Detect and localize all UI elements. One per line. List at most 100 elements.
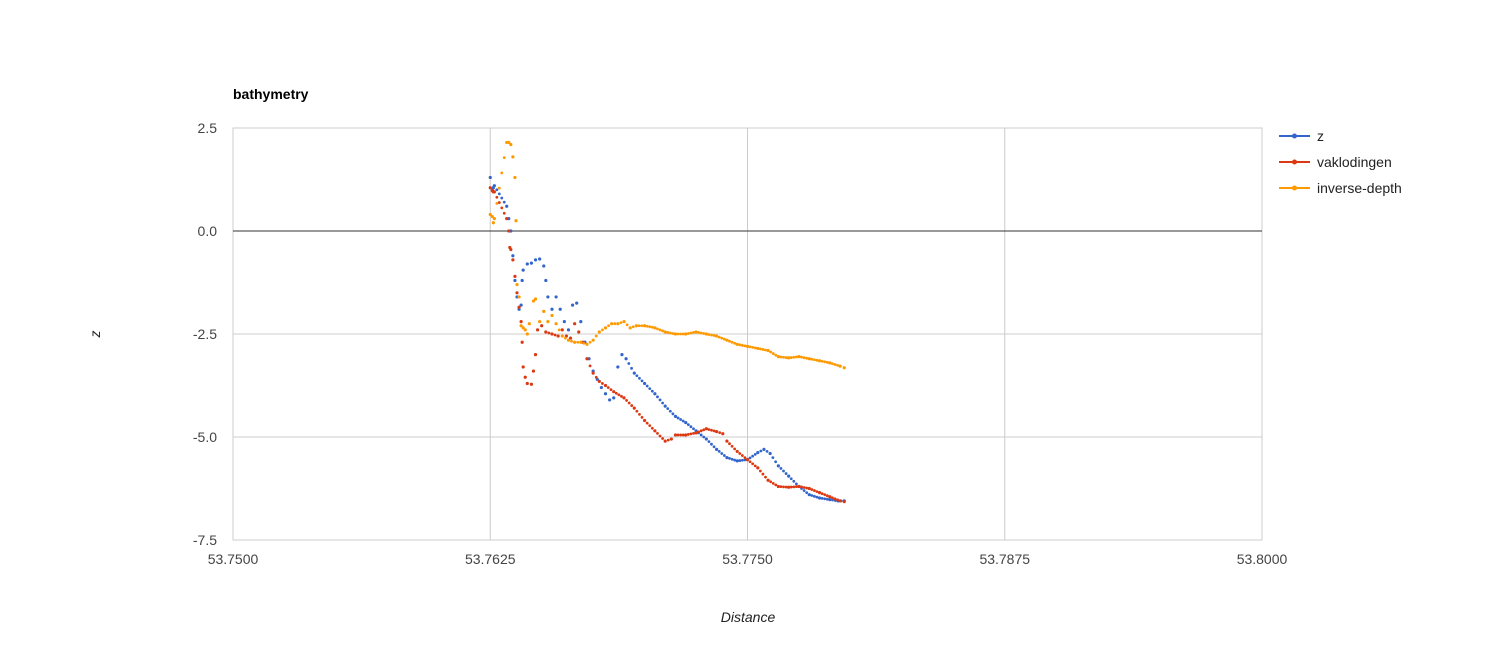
data-point <box>812 358 816 362</box>
data-point <box>828 361 832 365</box>
data-point <box>614 391 618 395</box>
data-point <box>748 460 752 464</box>
data-point <box>616 365 620 369</box>
data-point <box>668 409 672 413</box>
data-point <box>519 324 523 328</box>
data-point <box>702 435 706 439</box>
data-point <box>738 343 742 347</box>
data-point <box>728 339 731 343</box>
data-point <box>797 484 801 489</box>
data-point <box>635 409 639 413</box>
data-point <box>601 382 604 385</box>
data-point <box>566 328 571 332</box>
data-point <box>802 489 806 492</box>
data-point <box>573 322 577 326</box>
data-point <box>560 328 564 332</box>
data-point <box>807 486 811 491</box>
data-point <box>699 429 703 433</box>
legend[interactable]: z vaklodingen inverse-depth <box>1279 128 1402 196</box>
data-point <box>520 278 524 283</box>
data-point <box>656 395 659 399</box>
data-point <box>513 274 517 278</box>
data-point <box>676 433 680 437</box>
data-point <box>521 365 525 369</box>
data-point <box>507 229 511 233</box>
data-point <box>774 483 778 487</box>
data-point <box>624 357 628 361</box>
data-point <box>579 320 583 324</box>
y-axis-title: z <box>87 331 103 339</box>
data-point <box>838 364 842 368</box>
data-point <box>558 307 562 311</box>
data-point <box>789 356 793 359</box>
x-tick-label: 53.7625 <box>465 551 516 567</box>
data-point <box>794 355 798 359</box>
data-point <box>645 324 649 328</box>
data-point <box>640 324 644 328</box>
data-point <box>625 399 628 402</box>
data-point <box>743 458 747 462</box>
data-point <box>766 478 770 482</box>
data-point <box>525 262 529 266</box>
legend-item-vaklodingen[interactable]: vaklodingen <box>1279 154 1392 170</box>
data-point <box>570 303 575 307</box>
data-point <box>751 345 755 349</box>
data-point <box>509 247 513 252</box>
data-point <box>648 424 652 428</box>
data-point <box>638 412 641 416</box>
data-point <box>728 457 731 460</box>
data-point <box>679 332 683 336</box>
data-point <box>495 188 499 192</box>
data-point <box>616 322 620 326</box>
data-point <box>658 434 662 438</box>
data-point <box>764 348 767 352</box>
x-tick-label: 53.7500 <box>208 551 259 567</box>
data-point <box>817 359 822 363</box>
data-point <box>594 334 598 338</box>
data-point <box>591 338 595 342</box>
data-point <box>820 496 824 500</box>
data-point <box>776 464 780 468</box>
data-point <box>815 490 819 493</box>
data-point <box>643 418 647 423</box>
data-point <box>728 442 731 446</box>
data-point <box>544 278 548 283</box>
data-point <box>784 485 788 489</box>
data-point <box>782 355 785 359</box>
legend-item-inverse-depth[interactable]: inverse-depth <box>1279 180 1402 196</box>
data-point <box>630 366 633 370</box>
data-point <box>789 485 793 489</box>
data-point <box>547 331 551 335</box>
data-point <box>502 211 506 215</box>
data-point <box>656 327 659 331</box>
data-point <box>546 320 550 324</box>
series-z <box>488 175 846 503</box>
data-point <box>669 437 673 441</box>
data-point <box>609 388 613 392</box>
data-point <box>707 428 711 431</box>
data-point <box>640 379 644 383</box>
data-point <box>733 458 737 462</box>
data-point <box>531 369 536 373</box>
data-point <box>800 355 803 359</box>
data-point <box>514 219 518 223</box>
data-point <box>712 429 716 433</box>
legend-marker <box>1292 133 1297 139</box>
data-point <box>681 433 685 437</box>
data-point <box>740 458 744 462</box>
data-point <box>725 439 729 443</box>
data-point <box>650 426 654 430</box>
data-point <box>527 322 531 326</box>
data-point <box>570 339 573 343</box>
data-point <box>782 469 785 473</box>
y-tick-label: -2.5 <box>193 326 217 342</box>
data-point <box>620 353 624 357</box>
data-point <box>661 437 665 440</box>
data-point <box>661 329 665 333</box>
data-point <box>810 488 814 491</box>
data-point <box>533 353 538 357</box>
data-series <box>488 140 846 504</box>
legend-label: vaklodingen <box>1317 154 1392 170</box>
legend-item-z[interactable]: z <box>1279 128 1324 144</box>
